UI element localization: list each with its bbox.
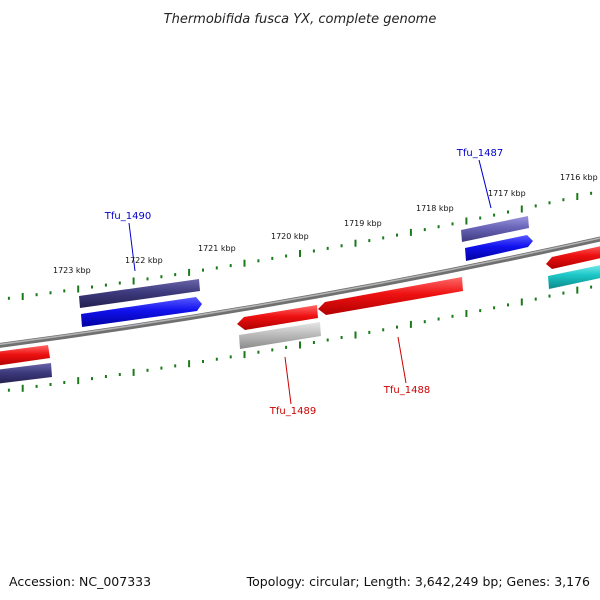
scale-label-1722: 1722 kbp — [125, 256, 163, 265]
cds-left-edge-purple[interactable] — [0, 363, 52, 384]
gene-label-tfu-1489[interactable]: Tfu_1489 — [269, 406, 316, 417]
scale-label-1721: 1721 kbp — [198, 244, 236, 253]
accession-text: Accession: NC_007333 — [9, 574, 151, 589]
genome-backbone-highlight — [0, 237, 600, 346]
scale-label-1716: 1716 kbp — [560, 173, 598, 182]
gene-label-tfu-1488[interactable]: Tfu_1488 — [383, 385, 430, 396]
leader-tfu-1489 — [284, 356, 292, 405]
scale-label-1718: 1718 kbp — [416, 204, 454, 213]
cds-tfu-1489-annotation[interactable] — [239, 322, 321, 349]
cds-right-edge-cyan[interactable] — [548, 263, 600, 289]
cds-tfu-1487[interactable] — [465, 235, 533, 261]
leader-tfu-1490 — [128, 222, 136, 272]
cds-tfu-1487-annotation[interactable] — [461, 216, 529, 242]
gene-label-tfu-1490[interactable]: Tfu_1490 — [104, 211, 151, 222]
cds-tfu-1489[interactable] — [237, 305, 318, 330]
genome-title: Thermobifida fusca YX, complete genome — [164, 12, 437, 27]
cds-tfu-1488[interactable] — [318, 277, 463, 315]
scale-label-1717: 1717 kbp — [488, 189, 526, 198]
scale-label-1719: 1719 kbp — [344, 219, 382, 228]
cds-right-edge-red[interactable] — [546, 244, 600, 269]
scale-label-1723: 1723 kbp — [53, 266, 91, 275]
upper-scale-track — [7, 191, 593, 300]
leader-tfu-1488 — [397, 336, 407, 384]
leader-tfu-1487 — [478, 159, 492, 209]
genome-backbone — [0, 236, 600, 348]
scale-label-1720: 1720 kbp — [271, 232, 309, 241]
cds-tfu-1490[interactable] — [81, 297, 202, 327]
gene-label-tfu-1487[interactable]: Tfu_1487 — [456, 148, 503, 159]
cds-tfu-1490-annotation[interactable] — [79, 279, 200, 308]
genome-summary-text: Topology: circular; Length: 3,642,249 bp… — [246, 574, 590, 589]
cds-left-edge-red[interactable] — [0, 345, 50, 366]
lower-scale-track — [7, 285, 593, 392]
